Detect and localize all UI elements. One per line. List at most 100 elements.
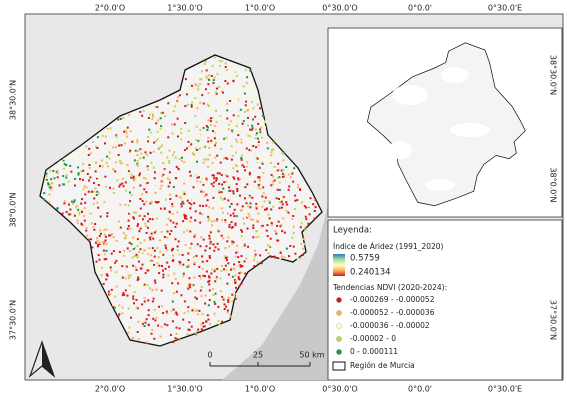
- pixel: [210, 109, 213, 111]
- pixel: [278, 181, 281, 184]
- pixel: [152, 162, 155, 165]
- pixel: [188, 277, 191, 280]
- pixel: [189, 222, 192, 225]
- pixel: [211, 65, 214, 68]
- pixel: [105, 243, 108, 245]
- pixel: [245, 257, 248, 260]
- pixel: [236, 170, 239, 173]
- pixel: [226, 82, 229, 85]
- pixel: [181, 254, 184, 256]
- pixel: [142, 176, 145, 179]
- pixel: [189, 230, 192, 233]
- pixel: [292, 215, 295, 217]
- pixel: [254, 249, 256, 252]
- pixel: [235, 251, 238, 254]
- pixel: [92, 202, 95, 205]
- pixel: [94, 145, 97, 148]
- pixel: [220, 174, 223, 177]
- pixel: [167, 146, 170, 149]
- pixel: [167, 217, 170, 220]
- pixel: [259, 107, 261, 110]
- pixel: [147, 140, 150, 143]
- pixel: [218, 85, 220, 88]
- pixel: [56, 169, 59, 172]
- pixel: [204, 275, 206, 278]
- pixel: [89, 212, 92, 215]
- pixel: [255, 206, 258, 209]
- pixel: [257, 122, 260, 125]
- pixel: [123, 310, 126, 313]
- pixel: [252, 227, 255, 230]
- pixel: [196, 160, 198, 163]
- pixel: [134, 256, 137, 259]
- pixel: [185, 224, 188, 227]
- pixel: [176, 245, 179, 248]
- pixel: [203, 62, 206, 65]
- pixel: [213, 137, 216, 140]
- pixel: [115, 168, 118, 171]
- pixel: [261, 123, 264, 125]
- pixel: [257, 212, 260, 215]
- pixel: [219, 290, 222, 293]
- pixel: [234, 297, 237, 300]
- pixel: [145, 318, 148, 321]
- pixel: [255, 133, 258, 136]
- pixel: [155, 122, 158, 125]
- pixel: [226, 157, 229, 160]
- pixel: [258, 177, 261, 180]
- pixel: [141, 252, 144, 255]
- pixel: [87, 238, 90, 241]
- pixel: [287, 211, 290, 214]
- pixel: [87, 154, 90, 156]
- pixel: [240, 208, 243, 211]
- pixel: [119, 159, 122, 162]
- pixel: [214, 142, 217, 144]
- pixel: [186, 82, 189, 85]
- pixel: [273, 179, 276, 182]
- pixel: [211, 174, 214, 177]
- pixel: [58, 184, 61, 187]
- pixel: [191, 283, 194, 286]
- pixel: [132, 248, 135, 250]
- pixel: [134, 190, 137, 193]
- pixel: [75, 206, 77, 209]
- pixel: [293, 202, 296, 204]
- pixel: [184, 149, 186, 152]
- pixel: [192, 109, 195, 112]
- pixel: [215, 110, 217, 112]
- pixel: [232, 296, 235, 299]
- pixel: [112, 236, 115, 239]
- pixel: [157, 267, 160, 270]
- pixel: [96, 245, 99, 248]
- pixel: [226, 311, 229, 314]
- pixel: [205, 270, 208, 273]
- pixel: [130, 176, 133, 179]
- pixel: [76, 222, 79, 225]
- pixel: [160, 231, 163, 233]
- pixel: [280, 169, 283, 172]
- pixel: [149, 238, 152, 241]
- pixel: [243, 244, 246, 247]
- pixel: [169, 233, 171, 236]
- pixel: [198, 275, 201, 277]
- pixel: [304, 211, 306, 214]
- pixel: [205, 177, 208, 180]
- pixel: [223, 157, 226, 160]
- pixel: [132, 112, 135, 115]
- legend-entry: Región de Murcia: [350, 361, 415, 370]
- pixel: [138, 179, 141, 182]
- pixel: [281, 210, 284, 213]
- pixel: [267, 153, 270, 156]
- pixel: [117, 220, 120, 223]
- pixel: [92, 226, 95, 229]
- pixel: [195, 138, 198, 141]
- pixel: [144, 222, 147, 225]
- pixel: [222, 237, 225, 240]
- axis-label: 1°30.0'O: [167, 385, 202, 394]
- pixel: [231, 293, 234, 296]
- pixel: [86, 173, 89, 175]
- pixel: [202, 319, 204, 322]
- pixel: [175, 312, 178, 315]
- pixel: [232, 192, 235, 195]
- pixel: [176, 313, 179, 316]
